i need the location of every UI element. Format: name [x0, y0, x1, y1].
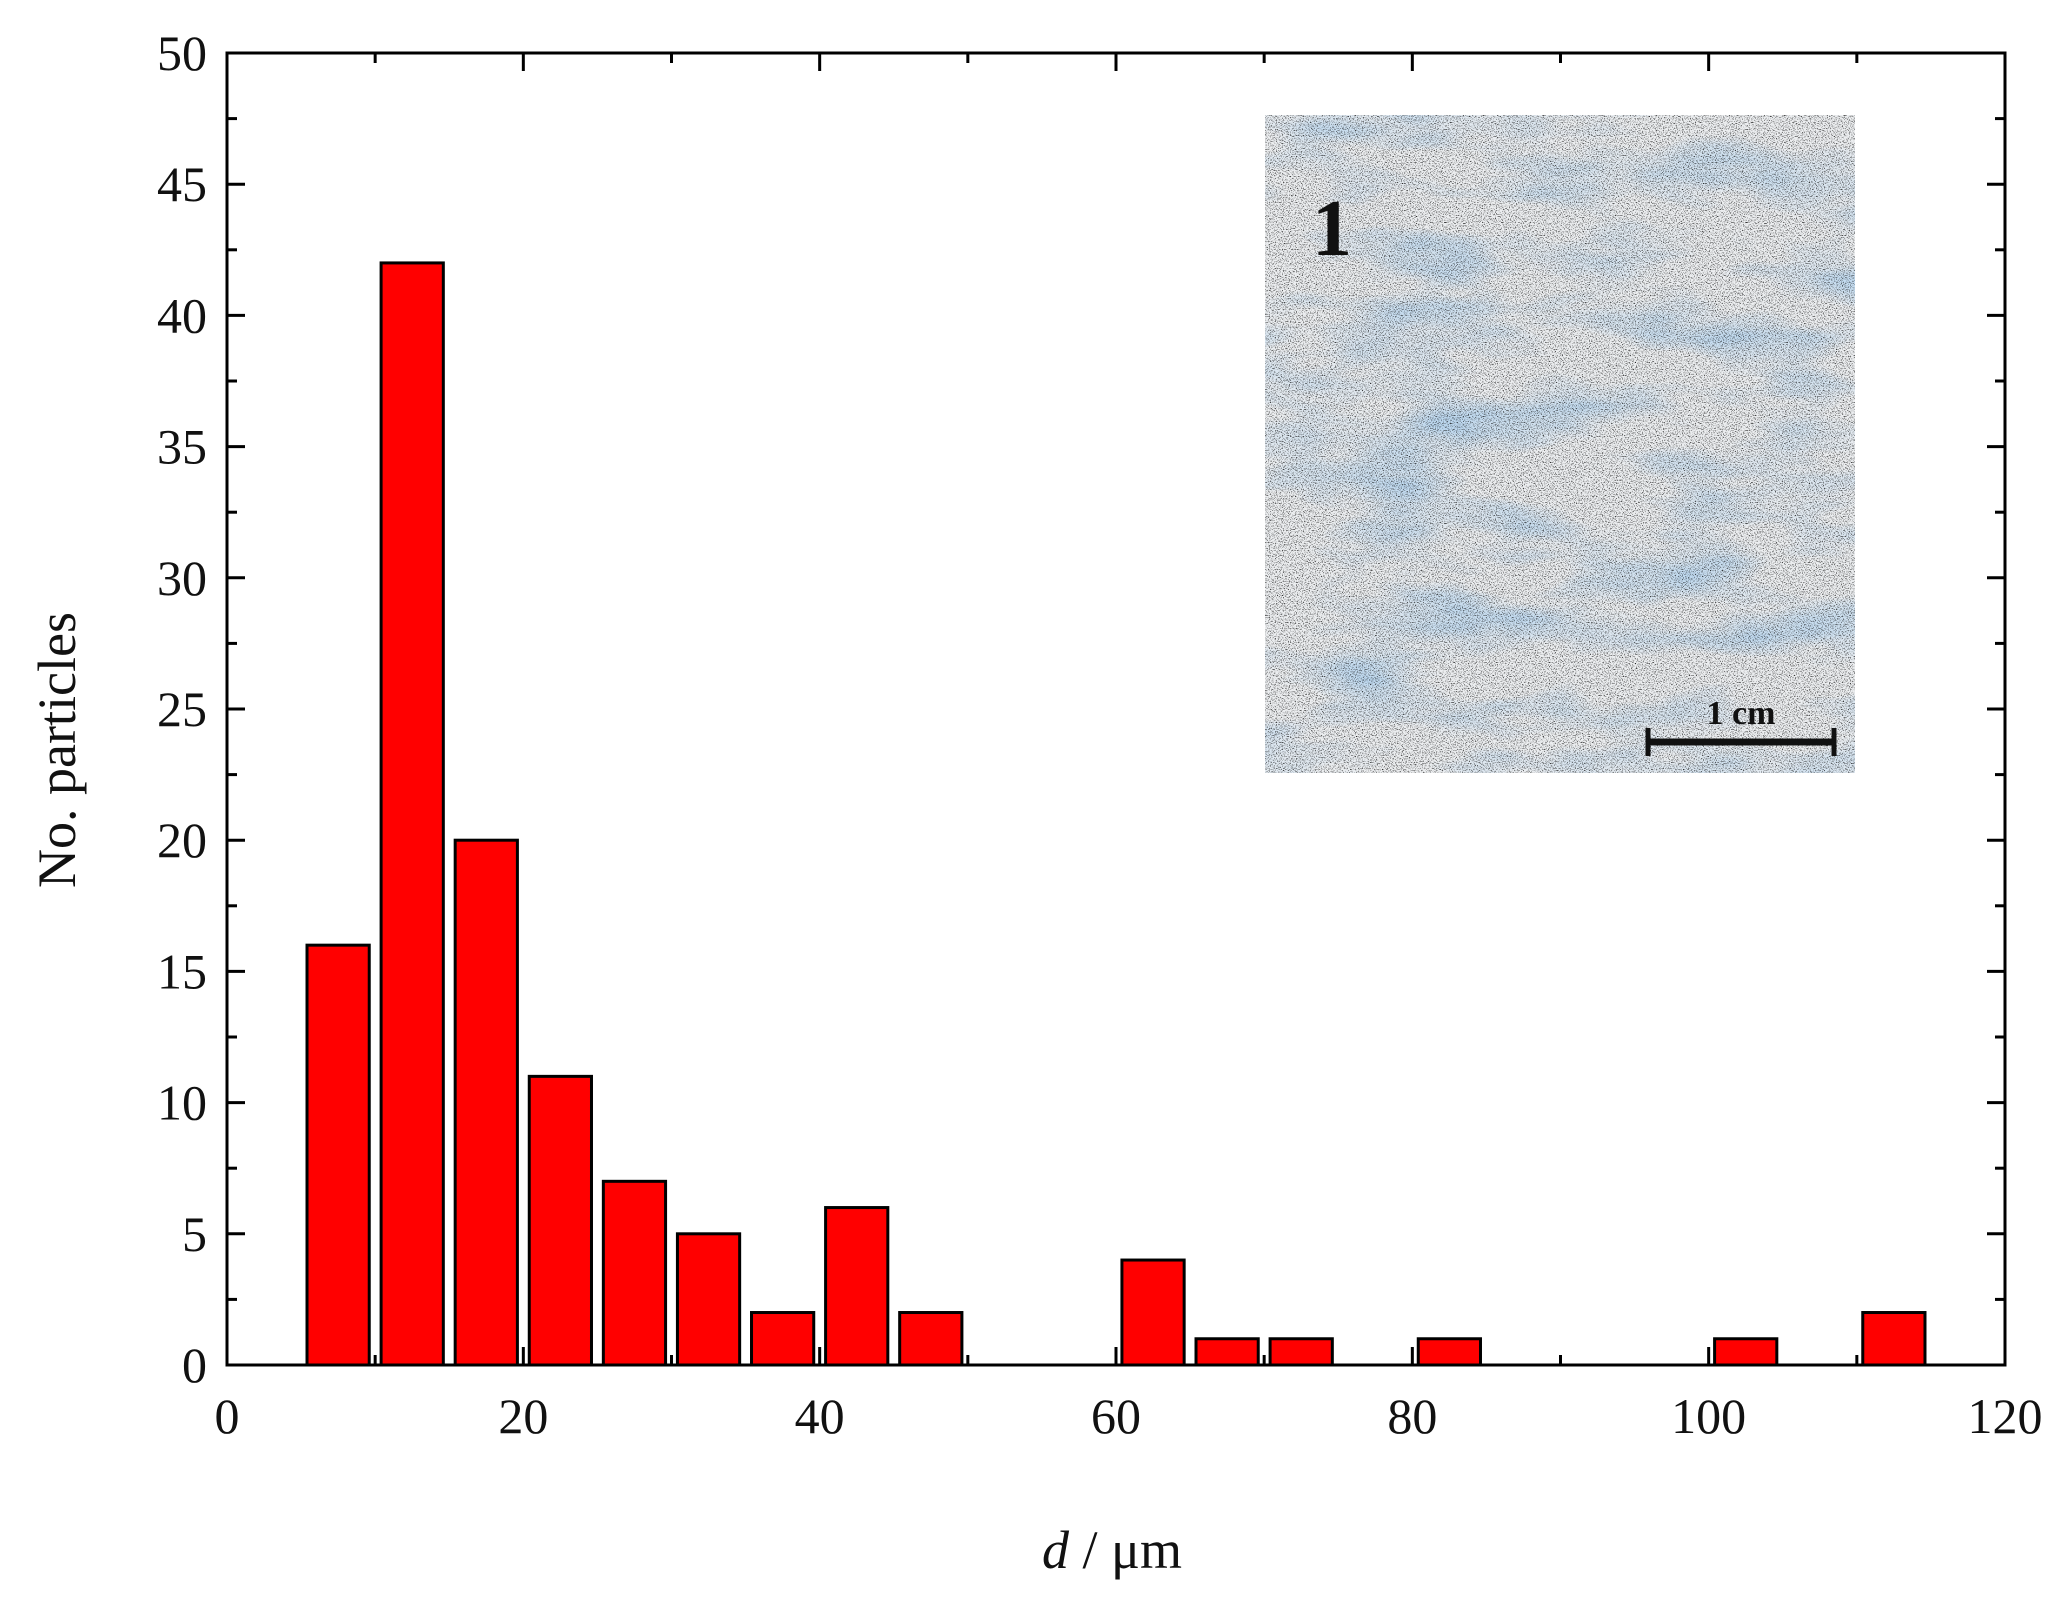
inset-speckle — [1265, 115, 1855, 773]
y-tick-label: 10 — [157, 1075, 207, 1131]
bar — [750, 1311, 816, 1367]
y-axis-title: No. particles — [27, 612, 87, 888]
inset-label: 1 — [1312, 185, 1352, 273]
bar — [824, 1206, 890, 1367]
y-tick-labels: 0 5 10 15 20 25 30 35 40 45 50 — [157, 25, 207, 1393]
bar — [1861, 1311, 1927, 1367]
x-tick-label: 40 — [795, 1388, 845, 1444]
inset-photo: 1 1 cm — [1265, 115, 1855, 773]
y-tick-label: 15 — [157, 943, 207, 999]
bar — [601, 1179, 668, 1367]
y-tick-label: 45 — [157, 156, 207, 212]
x-tick-label: 20 — [498, 1388, 548, 1444]
bar — [527, 1074, 593, 1367]
bar — [898, 1311, 964, 1367]
y-tick-label: 5 — [182, 1206, 207, 1262]
bars-group — [305, 261, 1927, 1367]
y-tick-label: 0 — [182, 1337, 207, 1393]
y-tick-label: 35 — [157, 419, 207, 475]
x-tick-label: 0 — [215, 1388, 240, 1444]
bar — [1268, 1337, 1334, 1367]
x-axis-title: d / μm — [1042, 1520, 1182, 1580]
bar — [1120, 1258, 1186, 1367]
bar — [1194, 1337, 1260, 1367]
x-tick-label: 60 — [1091, 1388, 1141, 1444]
x-axis-variable: d — [1042, 1520, 1070, 1580]
bar — [675, 1232, 742, 1367]
y-tick-label: 25 — [157, 681, 207, 737]
axis-ticks — [225, 51, 2007, 1367]
y-tick-label: 30 — [157, 550, 207, 606]
bar — [1416, 1337, 1482, 1367]
bar — [305, 943, 371, 1367]
y-tick-label: 50 — [157, 25, 207, 81]
x-axis-unit: / μm — [1069, 1520, 1182, 1580]
x-tick-label: 120 — [1968, 1388, 2043, 1444]
bar — [1713, 1337, 1779, 1367]
bar — [453, 838, 519, 1367]
scale-bar: 1 cm — [1645, 695, 1837, 756]
bar — [379, 261, 445, 1367]
x-tick-label: 100 — [1671, 1388, 1746, 1444]
y-tick-label: 20 — [157, 812, 207, 868]
x-tick-label: 80 — [1387, 1388, 1437, 1444]
x-tick-labels: 0 20 40 60 80 100 120 — [215, 1388, 2043, 1444]
scale-bar-label: 1 cm — [1707, 695, 1776, 732]
y-tick-label: 40 — [157, 287, 207, 343]
